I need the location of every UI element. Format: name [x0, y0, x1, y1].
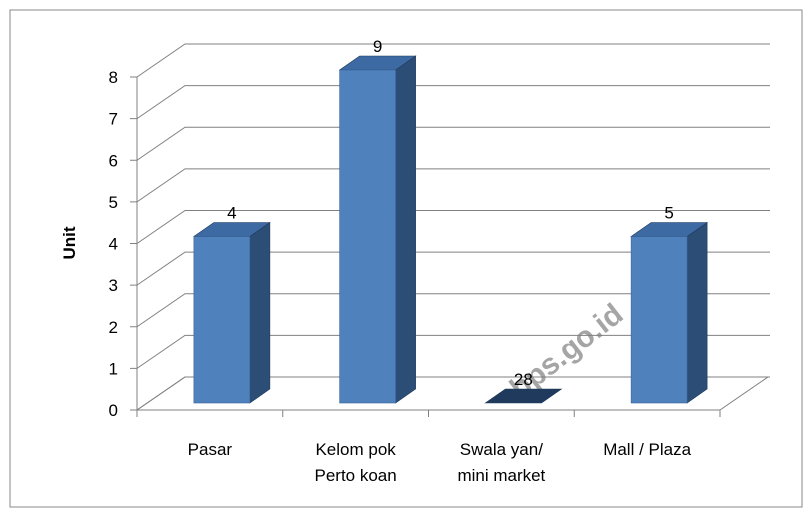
- x-tick-label-line: Kelom pok: [315, 440, 396, 459]
- bar-front: [193, 236, 251, 404]
- y-tick-label: 0: [109, 401, 118, 420]
- bar-side: [249, 221, 271, 404]
- grid-line: [136, 85, 770, 120]
- grid-line: [136, 210, 770, 244]
- y-tick-label: 2: [109, 318, 118, 337]
- x-tick-label: Mall / Plaza: [603, 440, 691, 459]
- x-tick-label: Swala yan/mini market: [457, 440, 545, 485]
- y-tick-label: 4: [109, 235, 118, 254]
- y-tick-label: 8: [109, 68, 118, 87]
- y-tick-label: 1: [109, 359, 118, 378]
- y-tick-label: 6: [109, 151, 118, 170]
- x-tick-label-line: Swala yan/: [460, 440, 543, 459]
- x-tick-label: Pasar: [188, 440, 233, 459]
- data-label: 28: [514, 370, 533, 389]
- bar: [630, 221, 709, 404]
- grid-line: [136, 293, 770, 328]
- grid-line: [136, 43, 770, 78]
- data-label: 4: [227, 204, 236, 223]
- bar-top: [484, 388, 563, 404]
- x-tick-label-line: mini market: [457, 466, 545, 485]
- bar-side: [395, 55, 416, 404]
- y-tick-label: 5: [109, 193, 118, 212]
- bar-front: [339, 69, 396, 404]
- grid-line: [136, 251, 770, 286]
- grid-line: [136, 168, 770, 203]
- grid-line: [136, 126, 770, 161]
- data-label: 9: [373, 37, 382, 56]
- x-tick-label-line: Mall / Plaza: [603, 440, 691, 459]
- data-label: 5: [664, 204, 673, 223]
- x-tick-label-line: Pasar: [188, 440, 233, 459]
- bar-side: [686, 221, 708, 404]
- bar: [484, 388, 563, 404]
- x-tick-label: Kelom pok Perto koan: [315, 440, 397, 485]
- grid-line: [136, 334, 770, 369]
- bar: [338, 55, 417, 404]
- grid-line: [136, 376, 770, 411]
- x-tick-label-line: Perto koan: [315, 466, 397, 485]
- bar: [192, 221, 271, 404]
- bar-front: [630, 236, 688, 404]
- y-tick-label: 3: [109, 276, 118, 295]
- y-axis-label: Unit: [60, 226, 79, 259]
- y-tick-label: 7: [109, 110, 118, 129]
